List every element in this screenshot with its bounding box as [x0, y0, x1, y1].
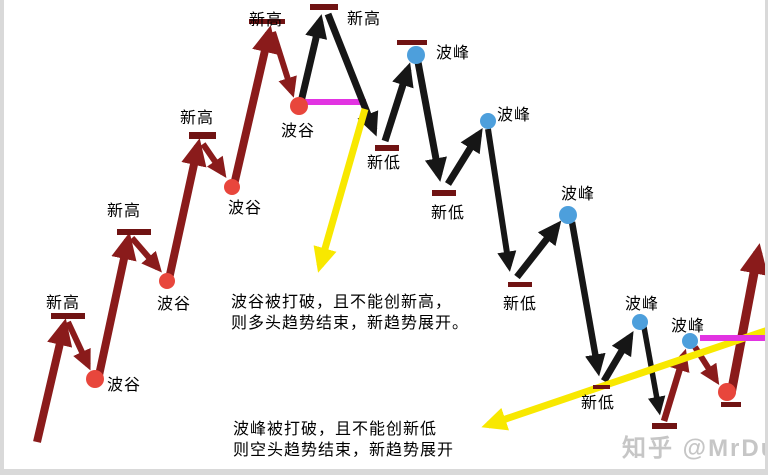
label-wave-trough: 波谷 [107, 377, 142, 394]
break-callout-arrows [313, 108, 765, 431]
label-new-high: 新高 [249, 12, 284, 29]
label-new-low: 新低 [503, 296, 538, 313]
up-arrow [297, 14, 328, 103]
label-wave-trough: 波谷 [228, 200, 263, 217]
up-arrow [514, 220, 562, 280]
peak-bar [189, 132, 216, 139]
trough-dot [224, 179, 240, 195]
annotation-line: 波峰被打破，且不能创新低 [233, 421, 438, 438]
down-arrow [65, 320, 91, 371]
trough-dot [159, 273, 175, 289]
peak-level-line [700, 335, 765, 341]
label-wave-peak: 波峰 [625, 296, 660, 313]
peak-break-arrow [481, 327, 765, 431]
label-new-high: 新高 [347, 11, 382, 28]
downtrend-arrows [297, 12, 666, 416]
low-bar [508, 282, 532, 287]
down-arrow [485, 128, 517, 272]
up-arrow [33, 318, 73, 443]
peak-dot [682, 333, 698, 349]
low-bar [593, 385, 610, 389]
down-arrow [414, 61, 447, 182]
price-level-bars [51, 4, 741, 429]
peak-dot [407, 46, 425, 64]
annotation-line: 则空头趋势结束，新趋势展开 [233, 442, 455, 459]
label-new-high: 新高 [180, 110, 215, 127]
label-wave-trough: 波谷 [281, 123, 316, 140]
uptrend-arrows [33, 25, 765, 443]
peak-bar [51, 313, 85, 319]
label-new-high: 新高 [107, 203, 142, 220]
peak-break-annotation: 波峰被打破，且不能创新低 则空头趋势结束，新趋势展开 [233, 419, 454, 461]
label-new-low: 新低 [431, 205, 466, 222]
label-new-high: 新高 [46, 295, 81, 312]
swing-point-dots [86, 46, 736, 401]
zhihu-watermark: 知乎 @MrDu [622, 435, 768, 462]
low-bar [375, 145, 399, 151]
trough-dot [718, 383, 736, 401]
low-bar [432, 190, 456, 196]
up-arrow [381, 62, 414, 143]
peak-bar [310, 4, 338, 10]
label-wave-trough: 波谷 [157, 296, 192, 313]
down-arrow [200, 142, 227, 178]
trough-break-annotation: 波谷被打破，且不能创新高， 则多头趋势结束，新趋势展开。 [231, 292, 469, 334]
up-arrow [660, 348, 690, 422]
down-arrow [270, 31, 297, 98]
trough-dot [290, 97, 308, 115]
label-wave-peak: 波峰 [671, 318, 706, 335]
label-wave-peak: 波峰 [561, 186, 596, 203]
low-bar [721, 402, 741, 407]
label-new-low: 新低 [367, 155, 402, 172]
up-arrow [94, 232, 137, 381]
trend-arrows-graphic [33, 4, 765, 443]
trough-level-line [293, 99, 366, 105]
annotation-line: 波谷被打破，且不能创新高， [231, 294, 453, 311]
new-trend-up-arrow [726, 243, 765, 395]
trough-break-arrow [313, 108, 369, 273]
up-arrow [230, 25, 278, 186]
peak-bar [397, 40, 427, 45]
label-wave-peak: 波峰 [497, 107, 532, 124]
peak-dot [559, 206, 577, 224]
up-arrow [165, 138, 207, 280]
up-arrow [445, 128, 483, 186]
low-bar [652, 423, 677, 429]
peak-bar [249, 19, 285, 24]
down-arrow [129, 236, 162, 273]
peak-bar [117, 229, 151, 235]
peak-dot [480, 113, 496, 129]
label-wave-peak: 波峰 [436, 45, 471, 62]
trough-dot [86, 370, 104, 388]
peak-dot [632, 314, 648, 330]
label-new-low: 新低 [581, 395, 616, 412]
up-arrow [600, 330, 634, 383]
down-arrow [568, 221, 606, 377]
annotation-line: 则多头趋势结束，新趋势展开。 [231, 315, 470, 332]
